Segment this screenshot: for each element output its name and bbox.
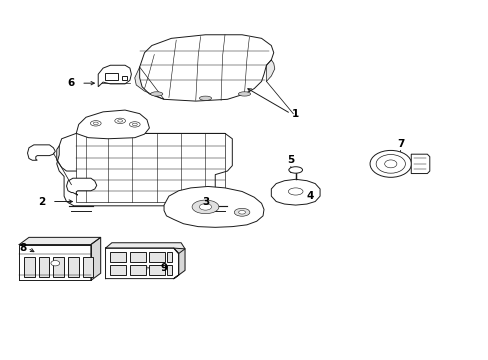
Bar [130, 265, 145, 275]
Ellipse shape [93, 122, 98, 125]
Polygon shape [98, 65, 131, 87]
Text: 3: 3 [202, 197, 209, 207]
Polygon shape [76, 110, 149, 139]
Text: 2: 2 [39, 197, 46, 207]
Bar [110, 265, 126, 275]
Bar [130, 252, 145, 262]
Polygon shape [66, 178, 97, 195]
Text: 5: 5 [286, 155, 294, 165]
Polygon shape [105, 243, 184, 253]
Text: 1: 1 [291, 109, 299, 119]
Bar [149, 252, 164, 262]
Polygon shape [105, 248, 178, 279]
Ellipse shape [369, 150, 411, 177]
Text: 7: 7 [396, 139, 404, 149]
Ellipse shape [132, 123, 137, 126]
Ellipse shape [192, 200, 219, 214]
Ellipse shape [199, 96, 211, 100]
Ellipse shape [51, 261, 60, 266]
Ellipse shape [90, 121, 101, 126]
Bar [68, 257, 79, 277]
Ellipse shape [234, 208, 249, 216]
Ellipse shape [288, 188, 303, 195]
Polygon shape [19, 237, 101, 244]
Ellipse shape [150, 92, 163, 96]
Polygon shape [91, 237, 101, 280]
Polygon shape [173, 248, 184, 279]
Ellipse shape [375, 154, 405, 173]
Polygon shape [57, 134, 232, 206]
Text: 9: 9 [160, 263, 167, 273]
Polygon shape [135, 67, 163, 99]
Polygon shape [271, 179, 320, 205]
Polygon shape [410, 154, 429, 174]
Bar [53, 257, 64, 277]
Polygon shape [19, 244, 91, 280]
Polygon shape [140, 35, 273, 101]
Ellipse shape [199, 204, 211, 210]
Bar [24, 257, 35, 277]
Bar [167, 265, 172, 275]
Bar [104, 73, 118, 80]
Ellipse shape [238, 92, 250, 96]
Bar [82, 257, 93, 277]
Polygon shape [281, 185, 304, 203]
Ellipse shape [238, 211, 245, 214]
Polygon shape [266, 60, 274, 81]
Ellipse shape [129, 122, 140, 127]
Ellipse shape [115, 118, 125, 123]
Polygon shape [163, 186, 264, 227]
Bar [110, 252, 126, 262]
Bar [39, 257, 49, 277]
Ellipse shape [118, 120, 122, 122]
Ellipse shape [288, 167, 302, 173]
Ellipse shape [384, 160, 396, 168]
Text: 6: 6 [68, 78, 75, 88]
Text: 4: 4 [306, 191, 313, 201]
Polygon shape [27, 145, 55, 160]
Bar [149, 265, 164, 275]
Bar [122, 76, 127, 80]
Bar [167, 252, 172, 262]
Text: 8: 8 [19, 243, 26, 253]
